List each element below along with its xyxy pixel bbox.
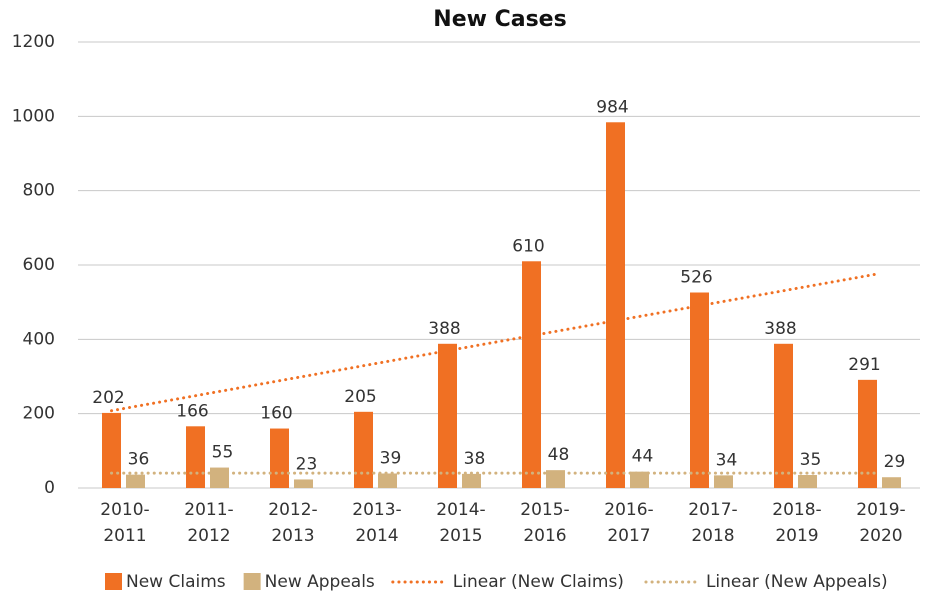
data-label: 291: [848, 355, 880, 375]
y-tick-label: 600: [23, 255, 55, 275]
bar: [294, 479, 313, 488]
bar: [798, 474, 817, 488]
data-label: 202: [92, 388, 124, 408]
legend-label: New Claims: [126, 572, 226, 592]
data-label: 55: [212, 443, 234, 463]
x-tick-label: 2014-2015: [436, 500, 485, 546]
bar: [438, 343, 457, 488]
bar: [126, 474, 145, 488]
x-tick-label: 2010-2011: [100, 500, 149, 546]
x-tick-label: 2016-2017: [604, 500, 653, 546]
bar: [882, 477, 901, 488]
x-tick-label: 2015-2016: [520, 500, 569, 546]
bar: [378, 473, 397, 488]
trend-line: [110, 272, 879, 413]
x-tick-label: 2011-2012: [184, 500, 233, 546]
data-label: 34: [716, 450, 738, 470]
y-tick-label: 1000: [12, 106, 55, 126]
data-label: 526: [680, 268, 712, 288]
bar: [690, 292, 709, 488]
data-label: 388: [428, 319, 460, 339]
x-tick-label: 2019-2020: [856, 500, 905, 546]
data-label: 29: [884, 452, 906, 472]
y-tick-label: 200: [23, 404, 55, 424]
bar: [858, 379, 877, 488]
bar: [774, 343, 793, 488]
data-label: 166: [176, 401, 208, 421]
bar: [606, 122, 625, 488]
bar: [630, 471, 649, 488]
data-label: 610: [512, 236, 544, 256]
y-tick-label: 1200: [12, 32, 55, 52]
data-label: 38: [464, 449, 486, 469]
x-tick-label: 2017-2018: [688, 500, 737, 546]
data-label: 984: [596, 97, 628, 117]
bar: [354, 411, 373, 488]
y-tick-label: 800: [23, 181, 55, 201]
data-label: 48: [548, 445, 570, 465]
data-label: 39: [380, 449, 402, 469]
data-label: 35: [800, 450, 822, 470]
y-tick-label: 400: [23, 329, 55, 349]
bar: [102, 412, 121, 488]
bar: [186, 426, 205, 488]
legend-label: Linear (New Appeals): [706, 572, 888, 592]
bar: [522, 261, 541, 488]
y-tick-label: 0: [44, 478, 55, 498]
legend-label: New Appeals: [265, 572, 375, 592]
bar: [714, 475, 733, 488]
bar: [462, 473, 481, 488]
x-tick-label: 2013-2014: [352, 500, 401, 546]
bar: [270, 428, 289, 488]
x-tick-label: 2012-2013: [268, 500, 317, 546]
data-label: 205: [344, 387, 376, 407]
data-label: 36: [128, 450, 150, 470]
legend-swatch: [105, 573, 122, 590]
legend-swatch: [243, 573, 261, 590]
data-label: 44: [632, 447, 654, 467]
chart-title: New Cases: [433, 7, 566, 32]
legend-label: Linear (New Claims): [453, 572, 624, 592]
data-label: 23: [296, 454, 318, 474]
x-tick-label: 2018-2019: [772, 500, 821, 546]
data-label: 388: [764, 319, 796, 339]
data-label: 160: [260, 404, 292, 424]
bar: [210, 467, 229, 488]
